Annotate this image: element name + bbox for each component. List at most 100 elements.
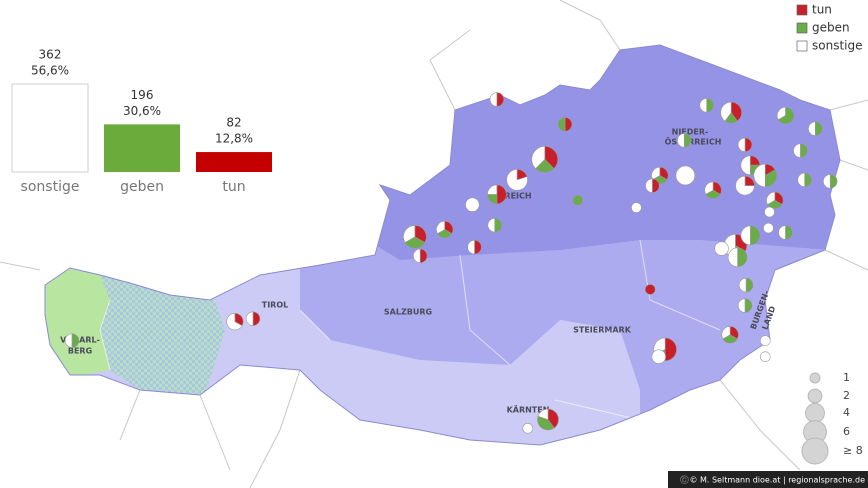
bar <box>11 83 89 173</box>
pie-slice <box>684 133 692 148</box>
size-key <box>805 403 825 423</box>
value-label: 82 <box>226 116 241 130</box>
region-labels: TIROL SALZBURG STEIERMARK KÄRNTEN NIEDER… <box>60 128 777 415</box>
pie-slice <box>721 326 731 340</box>
pie-slice <box>436 220 445 235</box>
pie <box>763 222 774 234</box>
pie <box>778 225 793 240</box>
region-label: NIEDER- <box>672 128 709 137</box>
pie-slice <box>474 239 482 255</box>
pie <box>675 165 696 186</box>
pie-slice <box>467 239 475 255</box>
pie-slice <box>738 277 747 293</box>
credit: ©️© M. Seltmann dioe.at | regionalsprach… <box>679 475 865 485</box>
pie-slice <box>651 349 666 364</box>
region-label: SALZBURG <box>384 308 432 317</box>
legend: tun geben sonstige <box>796 3 863 53</box>
pie <box>489 92 505 107</box>
pie-layer <box>64 92 838 434</box>
pie-slice <box>764 206 775 218</box>
pie-slice <box>735 175 755 196</box>
pie <box>738 277 754 293</box>
pie-slice <box>64 333 73 348</box>
pie-slice <box>494 217 502 233</box>
pie <box>487 184 507 205</box>
pie-slice <box>496 184 507 205</box>
pie <box>823 174 838 189</box>
pie <box>467 239 482 255</box>
pie-slice <box>644 284 656 295</box>
pie <box>720 101 742 124</box>
pie-slice <box>564 117 573 132</box>
pie-slice <box>544 146 559 170</box>
pie-slice <box>677 133 685 148</box>
size-legend: 1 2 4 6 ≥ 8 <box>801 371 863 465</box>
pie-slice <box>764 169 777 188</box>
pie-slice <box>704 181 714 195</box>
pie <box>522 423 534 434</box>
region-label: TIROL <box>262 301 289 310</box>
size-key <box>807 388 823 404</box>
pie-slice <box>740 225 751 246</box>
pie <box>413 248 428 264</box>
pie-slice <box>740 155 751 175</box>
pie-slice <box>489 92 498 107</box>
pie <box>631 202 642 213</box>
pie <box>759 335 771 346</box>
pie <box>64 333 80 348</box>
pie <box>740 225 761 246</box>
pie <box>487 217 502 233</box>
value-label: 196 <box>131 88 154 102</box>
pie-slice <box>531 146 546 170</box>
pie-slice <box>403 225 416 243</box>
legend-swatch <box>796 4 808 16</box>
pie-slice <box>808 121 816 136</box>
value-label: 362 <box>39 48 62 62</box>
percent-label: 12,8% <box>215 132 253 146</box>
pie-slice <box>744 298 753 313</box>
pie-slice <box>252 311 261 326</box>
pie-slice <box>496 92 505 107</box>
pie-slice <box>675 165 696 186</box>
percent-label: 56,6% <box>31 64 69 78</box>
pie-slice <box>776 106 786 121</box>
pie-slice <box>714 241 729 256</box>
pie-slice <box>537 408 549 420</box>
category-label: sonstige <box>21 179 80 195</box>
pie <box>572 195 584 206</box>
pie <box>506 169 528 191</box>
legend-label: sonstige <box>812 39 863 53</box>
pie <box>808 121 823 136</box>
pie <box>557 117 573 132</box>
pie-slice <box>71 333 80 348</box>
pie-slice <box>750 225 761 246</box>
pie-slice <box>537 415 555 431</box>
region-label: VORARL- <box>60 336 100 345</box>
pie-slice <box>720 101 732 122</box>
pie <box>226 313 244 331</box>
pie-slice <box>631 202 642 213</box>
bar-chart: 362 56,6% sonstige 196 30,6% geben 82 12,8% tun <box>11 48 272 195</box>
size-key-label: ≥ 8 <box>843 444 863 457</box>
category-label: tun <box>222 179 245 195</box>
size-key-label: 4 <box>843 406 850 419</box>
pie <box>699 98 714 113</box>
region-label: STEIERMARK <box>573 326 632 335</box>
pie-slice <box>547 408 559 429</box>
pie-slice <box>823 174 831 189</box>
pie-slice <box>664 337 677 362</box>
pie <box>753 163 777 188</box>
pie-slice <box>804 172 812 188</box>
pie-slice <box>793 143 801 158</box>
pie <box>727 247 748 268</box>
size-key-label: 2 <box>843 389 850 402</box>
size-key <box>801 437 829 465</box>
bar <box>196 152 272 172</box>
pie-slice <box>699 98 707 113</box>
pie <box>651 349 666 364</box>
credit-box <box>668 471 868 488</box>
pie-slice <box>753 163 766 188</box>
pie-slice <box>814 121 823 136</box>
legend-label: geben <box>812 21 850 35</box>
